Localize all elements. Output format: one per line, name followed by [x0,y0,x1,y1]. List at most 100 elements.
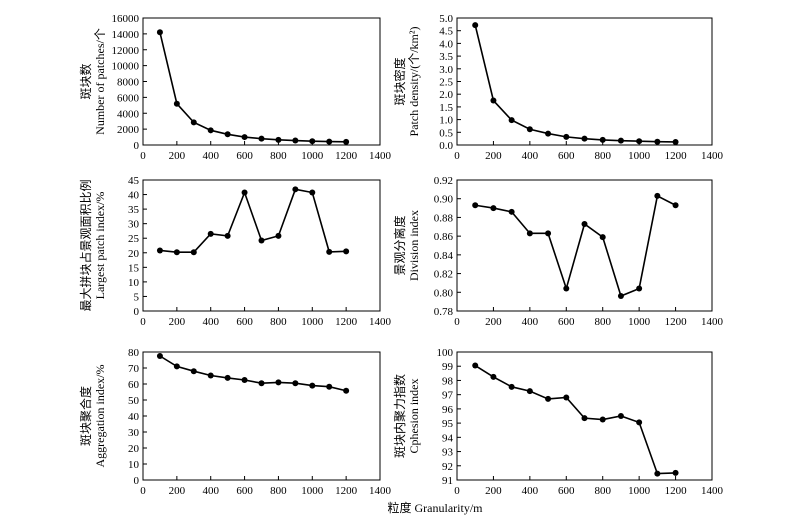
y-axis-label-cn: 斑块内聚力指数 [392,374,407,458]
plot-frame [142,351,381,481]
y-tick-label: 4000 [117,108,140,120]
y-tick-label: 0 [134,140,140,152]
y-tick-label: 40 [128,411,140,423]
x-tick-label: 600 [236,316,253,328]
x-tick-label: 600 [558,485,575,497]
data-point [258,135,265,142]
data-point [258,380,265,387]
data-point [472,202,479,209]
x-tick-label: 600 [236,150,253,162]
data-point [581,220,588,227]
x-tick-label: 200 [169,485,186,497]
data-point [581,415,588,422]
y-tick-label: 70 [128,363,140,375]
data-point [599,136,606,143]
y-tick-label: 3.5 [439,51,453,63]
data-point [207,127,214,134]
data-point [617,137,624,144]
y-axis-label-cn: 最大拼块占景观面积比例 [78,179,93,311]
y-tick-label: 2.0 [439,89,453,101]
y-tick-label: 93 [442,447,454,459]
y-tick-label: 25 [128,233,140,245]
y-tick-label: 0 [134,306,140,318]
chart-panel-3: 0 5 10 15 20 25 30 35 40 45 0 200 400 600 800 1000 1200 1… [78,175,392,328]
series-line [159,355,347,392]
data-point [309,189,316,196]
y-tick-label: 5 [134,291,140,303]
x-tick-label: 1200 [665,150,688,162]
x-tick-label: 400 [202,150,219,162]
y-tick-label: 16000 [112,13,140,25]
x-tick-label: 200 [485,150,502,162]
y-tick-label: 1.0 [439,115,453,127]
y-tick-label: 96 [442,404,454,416]
y-tick-label: 80 [128,347,140,359]
x-tick-label: 400 [522,316,539,328]
data-point [508,208,515,215]
y-tick-label: 14000 [112,29,140,41]
x-tick-label: 400 [202,485,219,497]
x-tick-label: 0 [140,150,146,162]
data-point [326,383,333,390]
y-axis-label-en: Patch density/(个/km²) [407,27,421,137]
x-tick-label: 800 [270,150,287,162]
data-point [490,373,497,380]
series-line [159,188,347,253]
y-tick-label: 92 [442,461,453,473]
y-tick-label: 10000 [112,61,140,73]
y-tick-label: 0.90 [434,194,454,206]
data-point [292,137,299,144]
y-axis-label-en: Division index [407,210,421,281]
y-tick-label: 30 [128,219,140,231]
x-tick-label: 0 [140,485,146,497]
y-tick-label: 0.80 [434,287,454,299]
x-tick-label: 1200 [335,316,358,328]
x-tick-label: 1400 [369,316,392,328]
x-tick-label: 1000 [301,316,324,328]
data-point [545,230,552,237]
x-tick-label: 0 [454,485,460,497]
y-tick-label: 0 [134,475,140,487]
x-tick-label: 600 [236,485,253,497]
y-tick-label: 45 [128,175,140,187]
x-tick-label: 800 [270,316,287,328]
data-point [241,377,248,383]
y-tick-label: 30 [128,427,140,439]
series-line [474,364,676,475]
x-tick-label: 600 [558,150,575,162]
x-tick-label: 800 [270,485,287,497]
y-tick-label: 0.86 [434,231,454,243]
data-point [275,136,282,143]
x-tick-label: 200 [169,316,186,328]
data-point [472,22,479,29]
data-point [275,232,282,239]
y-tick-label: 4.0 [439,38,453,50]
y-tick-label: 40 [128,190,140,202]
x-tick-label: 1000 [628,150,651,162]
data-point [190,249,197,256]
data-point [672,469,679,476]
x-tick-label: 200 [485,316,502,328]
data-point [343,138,350,145]
data-point [326,248,333,255]
x-tick-label: 1400 [369,150,392,162]
x-tick-label: 800 [594,150,611,162]
data-point [563,285,570,292]
series-line [474,24,676,143]
data-point [343,387,350,394]
data-point [472,362,479,369]
y-tick-label: 10 [128,277,140,289]
data-point [326,138,333,145]
data-point [581,135,588,142]
y-tick-label: 97 [442,390,454,402]
data-point [508,117,515,124]
data-point [654,138,661,145]
data-point [526,230,533,237]
y-tick-label: 60 [128,379,140,391]
x-tick-label: 1200 [665,316,688,328]
data-point [490,205,497,212]
y-tick-label: 5.0 [439,13,453,25]
x-tick-label: 1000 [301,150,324,162]
data-point [292,380,299,387]
data-point [563,394,570,401]
